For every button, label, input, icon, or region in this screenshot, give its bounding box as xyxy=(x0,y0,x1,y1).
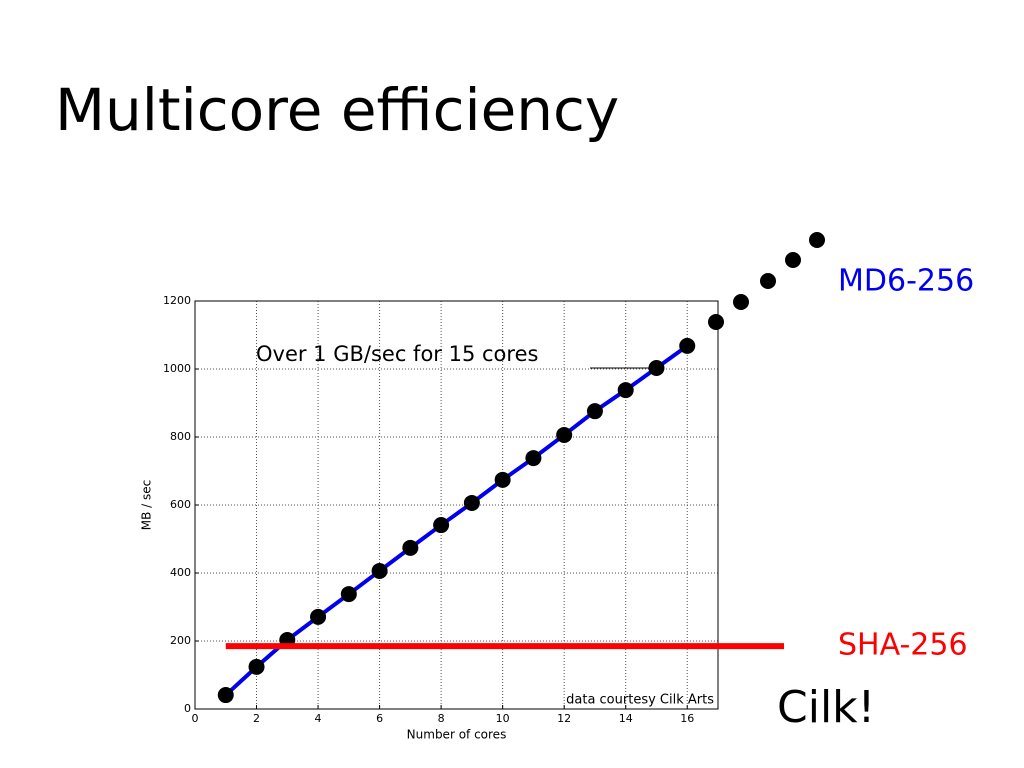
dot xyxy=(809,232,825,248)
x-tick-label: 0 xyxy=(192,712,199,725)
y-tick-label: 400 xyxy=(170,566,191,579)
dot xyxy=(733,294,749,310)
data-point xyxy=(217,687,234,704)
dot xyxy=(785,252,801,268)
data-point xyxy=(340,586,357,603)
x-tick-label: 14 xyxy=(619,712,633,725)
plot-frame xyxy=(194,300,719,710)
dot xyxy=(708,314,724,330)
series-line xyxy=(224,344,689,697)
x-tick-label: 8 xyxy=(438,712,445,725)
continuation-dots xyxy=(708,232,825,330)
x-tick-label: 16 xyxy=(680,712,694,725)
reference-label: SHA-256 xyxy=(838,628,968,663)
x-tick-label: 4 xyxy=(315,712,322,725)
data-point xyxy=(525,450,542,467)
annotation: data courtesy Cilk Arts xyxy=(566,693,714,708)
data-point xyxy=(556,426,573,443)
data-point xyxy=(617,382,634,399)
y-tick-label: 800 xyxy=(170,430,191,443)
y-tick-label: 200 xyxy=(170,634,191,647)
data-point xyxy=(463,494,480,511)
annotation: Over 1 GB/sec for 15 cores xyxy=(256,342,538,366)
data-point xyxy=(402,539,419,556)
y-axis-label: MB / sec xyxy=(140,480,154,531)
data-point xyxy=(433,517,450,534)
data-point xyxy=(248,658,265,675)
x-tick-label: 12 xyxy=(557,712,571,725)
x-tick-label: 6 xyxy=(376,712,383,725)
data-point xyxy=(586,403,603,420)
y-tick-label: 0 xyxy=(184,702,191,715)
data-point xyxy=(371,562,388,579)
data-point xyxy=(494,471,511,488)
y-tick-label: 1200 xyxy=(163,294,191,307)
x-axis-label: Number of cores xyxy=(407,728,507,742)
y-tick-label: 600 xyxy=(170,498,191,511)
dot xyxy=(760,273,776,289)
x-tick-label: 2 xyxy=(253,712,260,725)
y-tick-label: 1000 xyxy=(163,362,191,375)
series-label: MD6-256 xyxy=(838,264,974,299)
annotation: Cilk! xyxy=(777,682,875,733)
x-tick-label: 10 xyxy=(496,712,510,725)
data-point xyxy=(679,337,696,354)
slide-title: Multicore efficiency xyxy=(55,76,619,144)
data-point xyxy=(310,608,327,625)
